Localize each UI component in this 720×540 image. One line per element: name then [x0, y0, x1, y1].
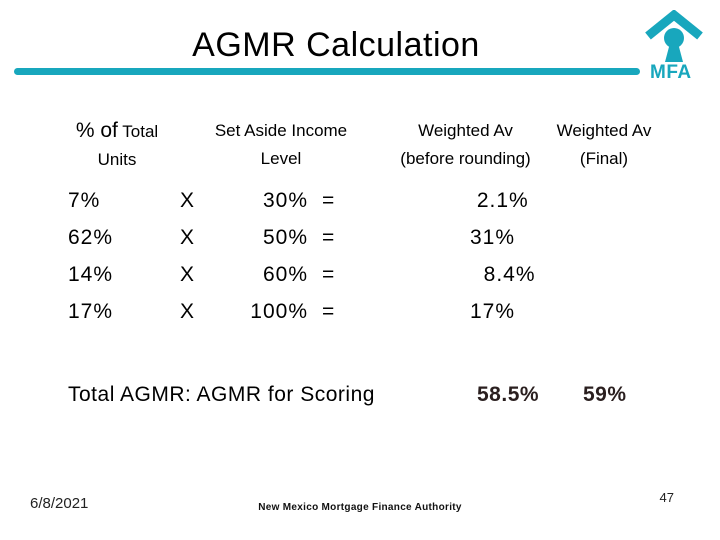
weighted-av-value: 2.1%: [470, 189, 529, 212]
table-row: 14% X 60% = 8.4%: [0, 263, 720, 289]
total-agmr-final: 59%: [583, 383, 627, 406]
weighted-av-value: 17%: [470, 300, 516, 323]
house-keyhole-icon: [645, 10, 703, 62]
weighted-av-value: 8.4%: [470, 263, 536, 286]
income-level-value: 60%: [262, 263, 308, 286]
income-level-value: 30%: [262, 189, 308, 212]
col-header-set-aside-income: Set Aside Income Level: [214, 121, 348, 168]
title-underline: [14, 68, 640, 75]
total-agmr-row: Total AGMR: AGMR for Scoring 58.5% 59%: [0, 383, 720, 411]
table-row: 7% X 30% = 2.1%: [0, 189, 720, 215]
equals-sign: =: [322, 300, 336, 323]
col-header-prefix: % of: [75, 119, 118, 142]
mfa-logo-text: MFA: [650, 62, 692, 83]
income-level-value: 100%: [250, 300, 308, 323]
col-header-pct-total-units: % of Total Units: [75, 119, 159, 169]
table-row: 17% X 100% = 17%: [0, 300, 720, 326]
total-agmr-label: Total AGMR: AGMR for Scoring: [68, 383, 375, 406]
equals-sign: =: [322, 226, 336, 249]
pct-units-value: 14%: [68, 263, 114, 286]
equals-sign: =: [322, 189, 336, 212]
table-row: 62% X 50% = 31%: [0, 226, 720, 252]
equals-sign: =: [322, 263, 336, 286]
col-header-weighted-av-before: Weighted Av (before rounding): [400, 121, 531, 168]
multiply-sign: X: [180, 226, 196, 249]
pct-units-value: 62%: [68, 226, 114, 249]
slide-title: AGMR Calculation: [192, 26, 480, 64]
weighted-av-value: 31%: [470, 226, 516, 249]
pct-units-value: 7%: [68, 189, 101, 212]
footer-date: 6/8/2021: [30, 495, 89, 512]
footer-organization: New Mexico Mortgage Finance Authority: [258, 502, 462, 513]
multiply-sign: X: [180, 263, 196, 286]
total-agmr-before-rounding: 58.5%: [477, 383, 540, 406]
col-header-weighted-av-final: Weighted Av (Final): [556, 121, 652, 168]
mfa-logo: MFA: [644, 10, 708, 90]
income-level-value: 50%: [262, 226, 308, 249]
multiply-sign: X: [180, 300, 196, 323]
slide-number: 47: [659, 490, 674, 505]
pct-units-value: 17%: [68, 300, 114, 323]
multiply-sign: X: [180, 189, 196, 212]
